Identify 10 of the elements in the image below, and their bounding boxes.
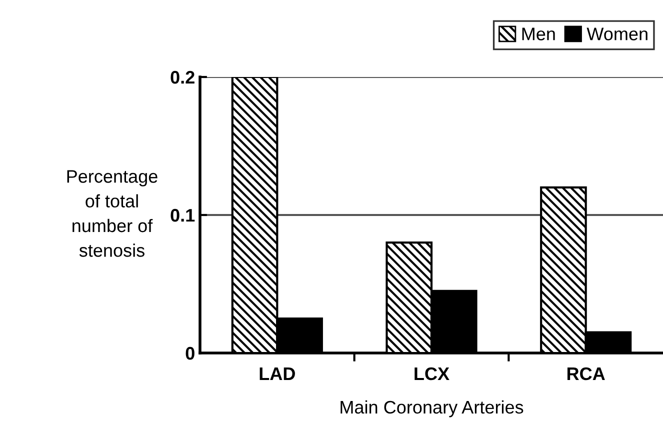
- y-tick-label: 0: [186, 346, 194, 360]
- legend-label: Men: [522, 28, 555, 40]
- x-axis-title: Main Coronary Arteries: [340, 400, 524, 418]
- y-tick-label: 0.2: [170, 70, 194, 84]
- x-tick-label: RCA: [567, 367, 605, 380]
- y-tick-label: 0.1: [170, 208, 195, 222]
- x-tick-label: LCX: [414, 367, 450, 380]
- y-axis-title: Percentage of total number of stenosis: [67, 170, 158, 257]
- legend-label: Women: [586, 28, 648, 40]
- x-tick-label: LAD: [260, 368, 295, 380]
